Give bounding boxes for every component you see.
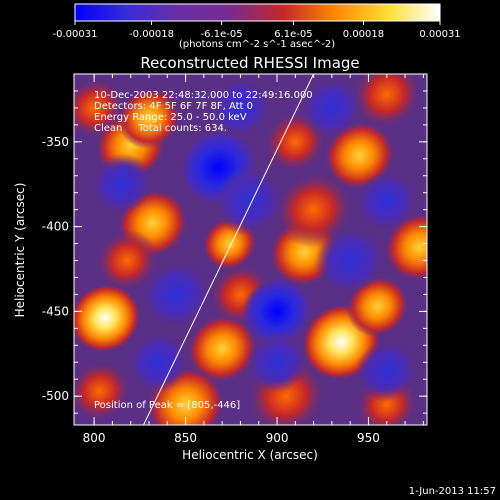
chart-title: Reconstructed RHESSI Image (140, 54, 359, 72)
heatmap-bright-blob (74, 360, 132, 422)
heatmap-bright-blob (274, 171, 353, 248)
y-tick-label: -350 (42, 135, 69, 149)
heatmap-bright-blob (74, 283, 141, 353)
heatmap-layer (74, 74, 427, 425)
x-axis-label: Heliocentric X (arcsec) (182, 448, 318, 462)
heatmap-bright-blob (117, 87, 181, 149)
annotation-time-range: 10-Dec-2003 22:48:32.000 to 22:49:16.000 (94, 90, 313, 101)
annotation-energy-range: Energy Range: 25.0 - 50.0 keV (94, 112, 247, 123)
heatmap-dark-blob (300, 77, 364, 139)
colorbar-tick-label: 0.00031 (419, 29, 460, 40)
y-tick-label: -500 (42, 389, 69, 403)
heatmap-dark-blob (355, 340, 419, 402)
heatmap-bright-blob (384, 212, 427, 282)
heatmap-dark-blob (214, 166, 285, 236)
x-tick-label: 850 (174, 431, 197, 445)
y-axis-label: Heliocentric Y (arcsec) (13, 183, 27, 318)
heatmap-dark-blob (314, 226, 386, 295)
heatmap-dark-blob (245, 331, 309, 393)
colorbar-tick-label: 6.1e-05 (274, 29, 312, 40)
heatmap-dark-blob (141, 259, 212, 329)
axis-ticks: 800 850 900 950 -350 -400 -450 -500 (42, 74, 427, 445)
heatmap-bright-blob (351, 74, 423, 129)
solar-limb-line (143, 74, 315, 425)
footer-date: 1-Jun-2013 11:57 (409, 486, 496, 497)
x-tick-label: 900 (266, 431, 289, 445)
colorbar-tick-label: -0.00031 (53, 29, 98, 40)
heatmap-dark-blob (241, 276, 313, 346)
x-tick-label: 800 (83, 431, 106, 445)
annotation-clean-counts: Clean Total counts: 634. (94, 123, 227, 134)
colorbar-unit-label: (photons cm^-2 s^-1 asec^-2) (179, 39, 335, 50)
y-tick-label: -400 (42, 220, 69, 234)
colorbar-tick-label: -0.00018 (129, 29, 174, 40)
heatmap-dark-blob (126, 331, 190, 393)
heatmap-bright-blob (74, 77, 126, 139)
y-tick-label: -450 (42, 304, 69, 318)
heatmap-dark-blob (355, 170, 419, 232)
heatmap-dark-blob (209, 77, 272, 139)
colorbar (75, 4, 440, 21)
annotation-peak-position: Position of Peak = [805,-446] (94, 400, 240, 411)
colorbar-ticks: -0.00031 -0.00018 -6.1e-05 6.1e-05 0.00018 0.… (53, 21, 461, 40)
colorbar-tick-label: 0.00018 (343, 29, 384, 40)
colorbar-tick-label: -6.1e-05 (201, 29, 243, 40)
heatmap-bright-blob (323, 120, 395, 190)
heatmap-dark-blob (90, 153, 153, 215)
colorbar-frame (74, 3, 441, 22)
x-tick-label: 950 (357, 431, 380, 445)
annotation-detectors: Detectors: 4F 5F 6F 7F 8F, Att 0 (94, 101, 253, 112)
heatmap-bright-blob (95, 229, 159, 292)
heatmap-bright-blob (186, 314, 258, 384)
plot-frame (73, 73, 428, 426)
